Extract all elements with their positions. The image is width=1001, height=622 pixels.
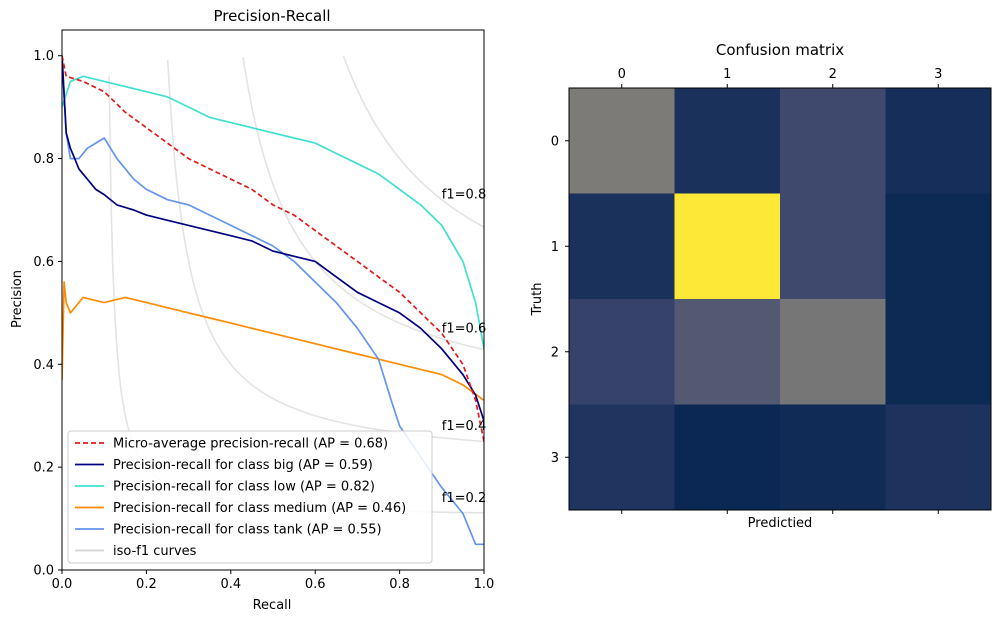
cm-cell <box>569 404 675 511</box>
cm-y-tick-label: 2 <box>551 345 559 360</box>
x-tick-label: 0.2 <box>136 577 157 592</box>
pr-x-axis-ticks: 0.0 0.2 0.4 0.6 0.8 1.0 <box>52 570 495 592</box>
legend-label: Precision-recall for class big (AP = 0.5… <box>113 458 373 473</box>
cm-cell <box>674 193 781 300</box>
y-tick-label: 0.2 <box>33 461 54 476</box>
cm-y-axis-label: Truth <box>530 283 545 317</box>
x-tick-label: 1.0 <box>474 577 495 592</box>
y-tick-label: 0.4 <box>33 358 54 373</box>
cm-cells <box>569 88 992 511</box>
precision-recall-chart: Precision-Recall f1=0.2f1=0.4f1=0.6f1=0.… <box>10 7 494 613</box>
legend-label: Precision-recall for class low (AP = 0.8… <box>113 480 375 495</box>
y-tick-label: 1.0 <box>33 49 54 64</box>
cm-x-tick-label: 3 <box>934 67 942 82</box>
cm-cell <box>780 299 886 405</box>
cm-cell <box>885 299 992 405</box>
pr-series-lines <box>62 55 484 546</box>
cm-cell <box>569 193 675 300</box>
cm-title: Confusion matrix <box>716 41 844 59</box>
cm-y-tick-label: 1 <box>551 240 559 255</box>
legend-label: Precision-recall for class medium (AP = … <box>113 501 406 516</box>
pr-x-axis-label: Recall <box>253 598 292 613</box>
pr-series-line <box>62 75 484 350</box>
cm-cell <box>569 88 675 194</box>
cm-cell <box>674 404 781 511</box>
cm-cell <box>569 299 675 405</box>
pr-y-axis-ticks: 0.0 0.2 0.4 0.6 0.8 1.0 <box>33 49 62 579</box>
cm-x-axis-ticks: 0 1 2 3 <box>618 67 942 514</box>
pr-series-line <box>62 55 484 442</box>
iso-f1-label: f1=0.2 <box>442 491 486 506</box>
cm-cell <box>885 193 992 300</box>
cm-x-tick-label: 0 <box>618 67 626 82</box>
cm-cell <box>885 88 992 194</box>
cm-y-tick-label: 0 <box>551 134 559 149</box>
x-tick-label: 0.0 <box>52 577 73 592</box>
iso-f1-curve <box>342 56 484 228</box>
pr-legend: Micro-average precision-recall (AP = 0.6… <box>67 430 433 564</box>
cm-y-tick-label: 3 <box>551 451 559 466</box>
cm-y-axis-ticks: 0 1 2 3 <box>551 134 569 466</box>
iso-f1-label: f1=0.6 <box>442 321 486 336</box>
legend-label: Precision-recall for class tank (AP = 0.… <box>113 523 382 538</box>
cm-cell <box>674 88 781 194</box>
cm-cell <box>674 299 781 405</box>
y-tick-label: 0.6 <box>33 255 54 270</box>
pr-y-axis-label: Precision <box>10 270 25 328</box>
cm-cell <box>780 88 886 194</box>
cm-x-axis-label: Predictied <box>748 516 813 531</box>
iso-f1-label: f1=0.4 <box>442 419 486 434</box>
x-tick-label: 0.6 <box>305 577 326 592</box>
cm-frame <box>568 87 992 511</box>
cm-cell <box>780 404 886 511</box>
cm-x-tick-label: 1 <box>723 67 731 82</box>
y-tick-label: 0.0 <box>33 564 54 579</box>
x-tick-label: 0.8 <box>389 577 410 592</box>
x-tick-label: 0.4 <box>220 577 241 592</box>
legend-label: Micro-average precision-recall (AP = 0.6… <box>113 437 388 452</box>
y-tick-label: 0.8 <box>33 152 54 167</box>
cm-x-tick-label: 2 <box>829 67 837 82</box>
legend-label: iso-f1 curves <box>113 544 197 559</box>
pr-plot-frame <box>61 29 485 571</box>
pr-series-line <box>62 55 484 422</box>
iso-f1-label: f1=0.8 <box>442 188 486 203</box>
iso-f1-labels: f1=0.2 f1=0.4 f1=0.6 f1=0.8 <box>442 188 486 506</box>
pr-series-line <box>62 281 484 401</box>
cm-cell <box>780 193 886 300</box>
iso-f1-curve <box>242 56 484 351</box>
pr-chart-title: Precision-Recall <box>213 7 330 25</box>
cm-cell <box>885 404 992 511</box>
confusion-matrix-chart: Confusion matrix 0 1 2 3 0 1 2 3 Predictied Tr… <box>530 41 992 531</box>
legend-box <box>67 430 433 564</box>
